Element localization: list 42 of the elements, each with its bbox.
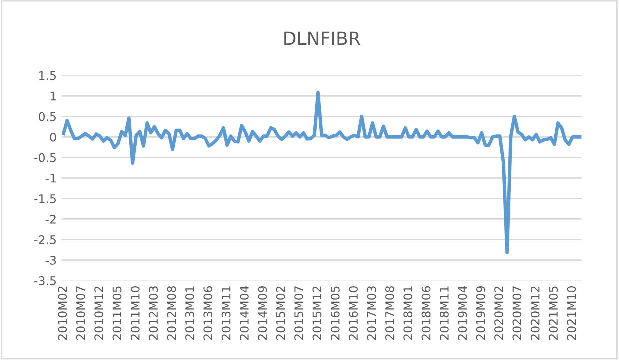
x-tick-label: 2014M09 (258, 286, 268, 340)
x-tick-label: 2012M08 (167, 286, 176, 340)
y-tick-label: 1.5 (40, 71, 56, 80)
y-tick-label: -3 (46, 256, 56, 265)
x-tick-label: 2019M09 (476, 286, 486, 340)
x-tick-label: 2012M03 (149, 286, 158, 340)
x-tick-label: 2010M02 (58, 286, 68, 340)
y-tick-label: -1.5 (34, 194, 56, 204)
x-tick-label: 2015M12 (312, 286, 322, 340)
x-tick-label: 2015M07 (294, 286, 304, 340)
y-tick-label: -1 (46, 174, 56, 183)
x-tick-label: 2016M05 (330, 286, 340, 340)
y-tick-label: -2.5 (34, 235, 56, 244)
x-tick-label: 2011M05 (112, 286, 122, 340)
y-tick-label: 0 (50, 132, 56, 142)
x-tick-label: 2018M01 (404, 286, 413, 340)
x-tick-label: 2020M02 (494, 286, 504, 340)
x-tick-label: 2010M12 (94, 286, 104, 340)
x-tick-label: 2017M03 (367, 286, 376, 340)
x-tick-label: 2021M10 (567, 286, 576, 340)
x-tick-label: 2019M04 (458, 286, 468, 340)
x-tick-label: 2011M10 (130, 286, 140, 340)
x-tick-label: 2015M02 (276, 286, 286, 340)
x-tick-label: 2020M12 (530, 286, 540, 340)
y-tick-label: 0.5 (39, 112, 56, 122)
y-tick-label: -2 (46, 214, 56, 224)
x-tick-label: 2021M05 (549, 286, 558, 340)
x-tick-label: 2020M07 (512, 286, 522, 340)
x-tick-label: 2013M01 (185, 286, 194, 340)
x-tick-label: 2014M04 (240, 286, 249, 340)
y-tick-label: -3.5 (34, 276, 56, 286)
x-tick-label: 2018M06 (422, 286, 431, 340)
y-tick-label: -0.5 (34, 153, 56, 162)
x-tick-label: 2013M06 (204, 286, 213, 340)
x-tick-label: 2010M07 (76, 286, 86, 340)
chart-title: DLNFIBR (284, 32, 360, 46)
x-tick-label: 2013M11 (222, 286, 231, 340)
line-series (62, 91, 582, 255)
y-tick-label: 1 (50, 92, 56, 101)
x-tick-label: 2018M11 (440, 286, 449, 340)
x-tick-label: 2016M10 (349, 286, 358, 340)
x-tick-label: 2017M08 (385, 286, 394, 340)
